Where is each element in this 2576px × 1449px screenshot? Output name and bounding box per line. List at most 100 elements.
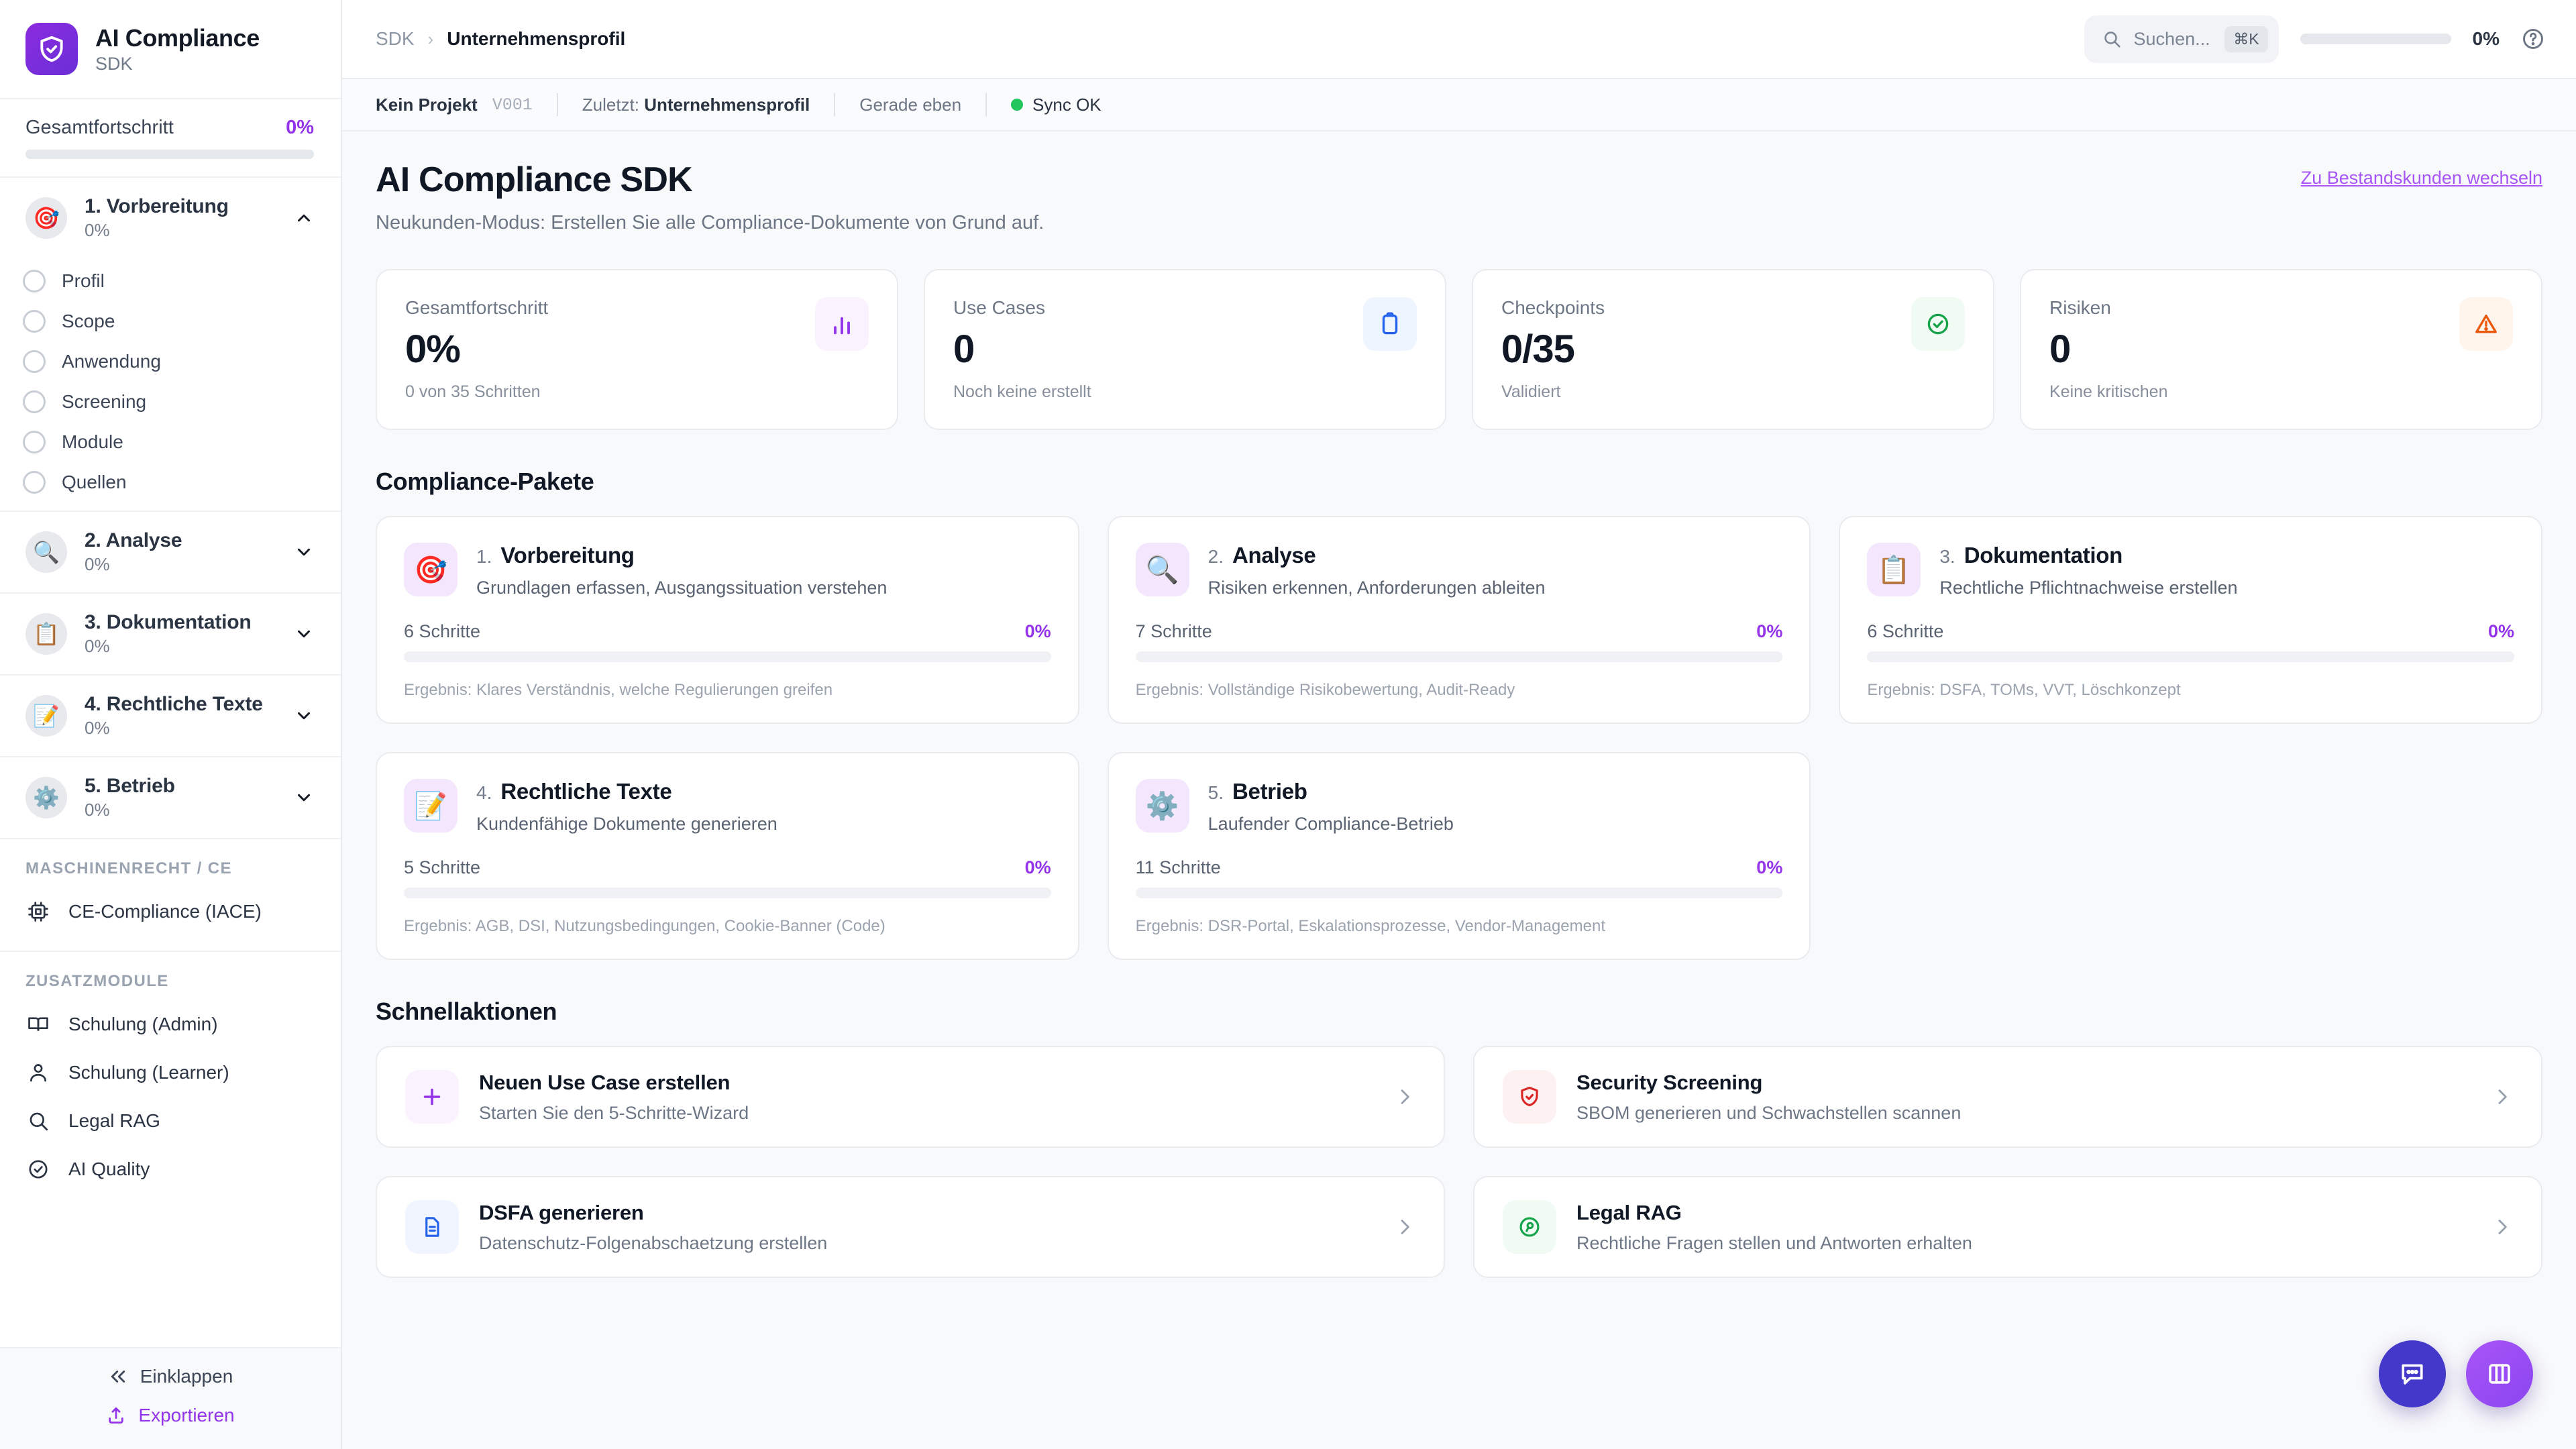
stat-label: Checkpoints — [1501, 297, 1605, 318]
package-card-analyse[interactable]: 🔍 2. Analyse Risiken erkennen, Anforderu… — [1107, 516, 1811, 724]
chevron-right-icon — [2491, 1216, 2513, 1238]
package-number: 1. — [476, 546, 492, 567]
collapse-sidebar-button[interactable]: Einklappen — [108, 1366, 233, 1387]
substep-label: Scope — [62, 311, 115, 331]
substep-label: Profil — [62, 270, 105, 291]
breadcrumb-root[interactable]: SDK — [376, 28, 415, 49]
sidebar-phase-dokumentation[interactable]: 📋 3. Dokumentation 0% — [0, 594, 341, 674]
package-steps: 7 Schritte — [1135, 621, 1212, 641]
quick-action-security-screening[interactable]: Security Screening SBOM generieren und S… — [1473, 1046, 2542, 1148]
clipboard-icon: 📋 — [25, 613, 67, 655]
section-heading-maschinenrecht: MASCHINENRECHT / CE — [25, 859, 232, 877]
sidebar-item-legal-rag[interactable]: Legal RAG — [0, 1097, 341, 1145]
quick-actions-grid: Neuen Use Case erstellen Starten Sie den… — [376, 1046, 2542, 1278]
upload-icon — [106, 1405, 126, 1426]
package-progress-track — [404, 888, 1051, 898]
substep-label: Screening — [62, 391, 147, 412]
stat-card-use-cases: Use Cases 0 Noch keine erstellt — [924, 269, 1446, 430]
overall-progress-label: Gesamtfortschritt — [25, 117, 174, 138]
sidebar-phase-analyse[interactable]: 🔍 2. Analyse 0% — [0, 512, 341, 592]
search-icon — [2102, 29, 2122, 49]
package-card-betrieb[interactable]: ⚙️ 5. Betrieb Laufender Compliance-Betri… — [1107, 752, 1811, 960]
step-radio-icon — [23, 390, 46, 413]
stat-note: Noch keine erstellt — [953, 382, 1091, 401]
quick-action-title: Security Screening — [1576, 1070, 1763, 1094]
chevron-right-icon — [1394, 1216, 1415, 1238]
page-title: AI Compliance SDK — [376, 160, 693, 199]
substep-label: Module — [62, 431, 123, 452]
switch-to-existing-customers-link[interactable]: Zu Bestandskunden wechseln — [2300, 168, 2542, 188]
package-percent: 0% — [2487, 621, 2514, 641]
sidebar-item-ce-compliance[interactable]: CE-Compliance (IACE) — [0, 888, 341, 936]
sidebar-item-ai-quality[interactable]: AI Quality — [0, 1145, 341, 1193]
stat-value: 0/35 — [1501, 327, 1575, 371]
panel-fab[interactable] — [2466, 1340, 2533, 1407]
chevron-down-icon[interactable] — [294, 706, 314, 726]
sidebar-item-schulung-learner[interactable]: Schulung (Learner) — [0, 1049, 341, 1097]
sidebar-phase-betrieb[interactable]: ⚙️ 5. Betrieb 0% — [0, 757, 341, 838]
quick-action-dsfa-generieren[interactable]: DSFA generieren Datenschutz-Folgenabscha… — [376, 1176, 1445, 1278]
sidebar-item-schulung-admin[interactable]: Schulung (Admin) — [0, 1000, 341, 1049]
stat-card-risiken: Risiken 0 Keine kritischen — [2020, 269, 2542, 430]
sidebar-item-module[interactable]: Module — [0, 422, 341, 462]
plus-icon — [405, 1070, 459, 1124]
chat-fab[interactable] — [2379, 1340, 2446, 1407]
status-divider — [834, 93, 836, 116]
package-card-rechtliche-texte[interactable]: 📝 4. Rechtliche Texte Kundenfähige Dokum… — [376, 752, 1079, 960]
page-subtitle: Neukunden-Modus: Erstellen Sie alle Comp… — [376, 212, 1044, 233]
chevron-right-icon — [2491, 1086, 2513, 1108]
chip-icon — [25, 899, 51, 924]
main-area: SDK › Unternehmensprofil Suchen... ⌘K 0% — [342, 0, 2576, 1449]
phase-percent: 0% — [85, 636, 110, 656]
sidebar-item-anwendung[interactable]: Anwendung — [0, 341, 341, 382]
sidebar-item-label: Legal RAG — [68, 1110, 160, 1131]
user-icon — [25, 1060, 51, 1085]
package-name: Vorbereitung — [500, 543, 635, 568]
quick-action-subtitle: Rechtliche Fragen stellen und Antworten … — [1576, 1232, 1972, 1253]
search-icon — [25, 1108, 51, 1134]
target-icon: 🎯 — [25, 197, 67, 239]
phase-label: 2. Analyse — [85, 529, 182, 551]
top-bar: SDK › Unternehmensprofil Suchen... ⌘K 0% — [342, 0, 2576, 79]
sidebar-phase-vorbereitung[interactable]: 🎯 1. Vorbereitung 0% — [0, 178, 341, 258]
book-icon — [25, 1012, 51, 1037]
search-input[interactable]: Suchen... ⌘K — [2084, 15, 2279, 63]
bar-chart-icon — [815, 297, 869, 351]
page-content: AI Compliance SDK Neukunden-Modus: Erste… — [342, 131, 2576, 1449]
chevron-down-icon[interactable] — [294, 624, 314, 644]
sidebar-item-label: AI Quality — [68, 1159, 150, 1179]
sidebar-item-quellen[interactable]: Quellen — [0, 462, 341, 502]
package-result: Ergebnis: Vollständige Risikobewertung, … — [1135, 681, 1515, 699]
stat-value: 0% — [405, 327, 461, 371]
clipboard-icon: 📋 — [1867, 543, 1921, 596]
chevron-down-icon[interactable] — [294, 788, 314, 808]
substep-label: Anwendung — [62, 351, 161, 372]
gear-icon: ⚙️ — [25, 777, 67, 818]
stat-note: Keine kritischen — [2049, 382, 2168, 401]
quick-action-legal-rag[interactable]: Legal RAG Rechtliche Fragen stellen und … — [1473, 1176, 2542, 1278]
package-card-dokumentation[interactable]: 📋 3. Dokumentation Rechtliche Pflichtnac… — [1839, 516, 2542, 724]
status-version: V001 — [492, 95, 533, 115]
package-progress-track — [1135, 651, 1783, 662]
clipboard-icon — [1363, 297, 1417, 351]
chevron-down-icon[interactable] — [294, 542, 314, 562]
substep-label: Quellen — [62, 472, 127, 492]
package-card-vorbereitung[interactable]: 🎯 1. Vorbereitung Grundlagen erfassen, A… — [376, 516, 1079, 724]
brand-header[interactable]: AI Compliance SDK — [0, 0, 341, 99]
chevron-up-icon[interactable] — [294, 208, 314, 228]
package-name: Rechtliche Texte — [500, 779, 672, 804]
export-button[interactable]: Exportieren — [106, 1405, 235, 1426]
divider — [0, 592, 341, 594]
shield-check-icon — [1503, 1070, 1556, 1124]
stat-card-checkpoints: Checkpoints 0/35 Validiert — [1472, 269, 1994, 430]
quick-action-neuen-use-case[interactable]: Neuen Use Case erstellen Starten Sie den… — [376, 1046, 1445, 1148]
sidebar-item-profil[interactable]: Profil — [0, 261, 341, 301]
sidebar-item-scope[interactable]: Scope — [0, 301, 341, 341]
sidebar-phase-rechtliche-texte[interactable]: 📝 4. Rechtliche Texte 0% — [0, 676, 341, 756]
package-name: Betrieb — [1232, 779, 1307, 804]
divider — [0, 756, 341, 757]
help-circle-icon[interactable] — [2521, 27, 2545, 51]
status-project: Kein Projekt — [376, 94, 478, 115]
stat-label: Use Cases — [953, 297, 1045, 318]
sidebar-item-screening[interactable]: Screening — [0, 382, 341, 422]
